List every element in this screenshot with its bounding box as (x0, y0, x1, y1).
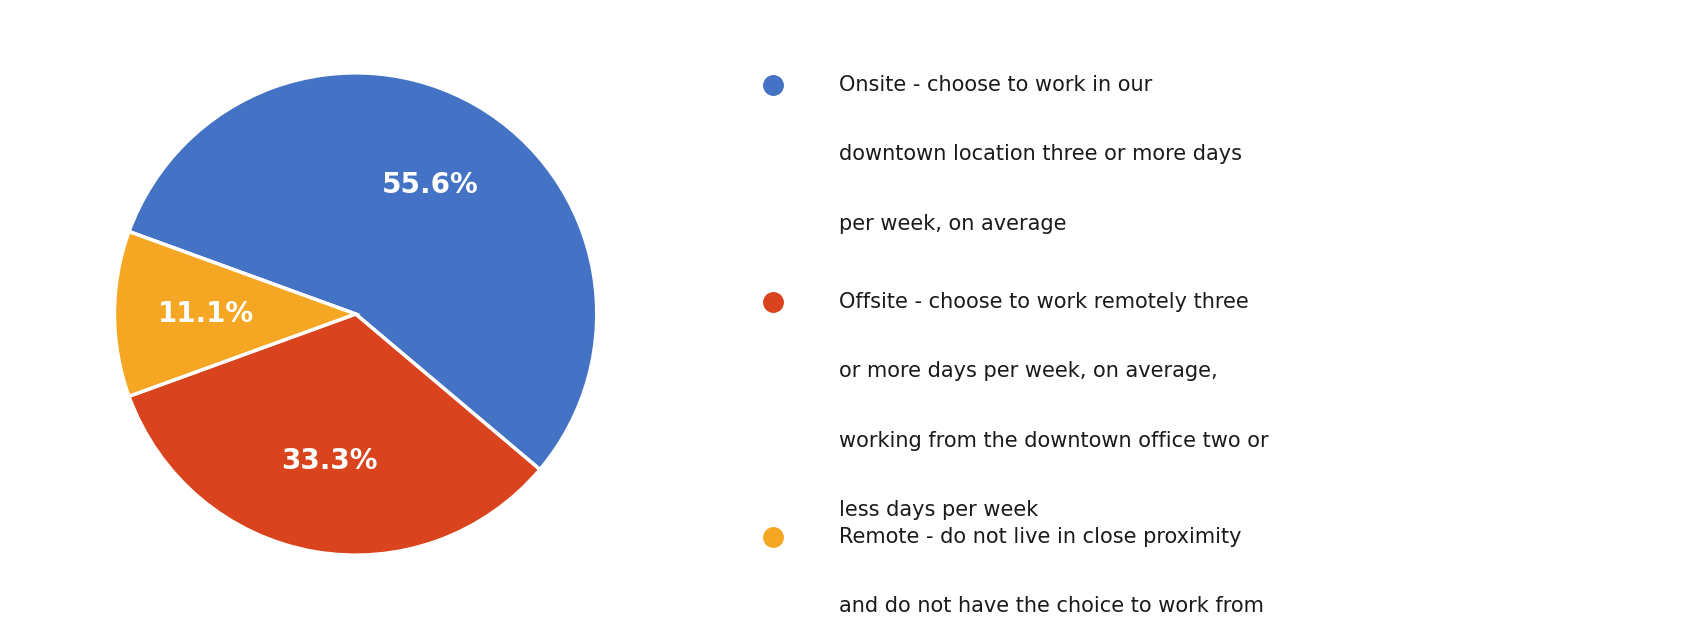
Text: Remote - do not live in close proximity: Remote - do not live in close proximity (840, 527, 1241, 547)
Text: Offsite - choose to work remotely three: Offsite - choose to work remotely three (840, 292, 1250, 312)
Text: working from the downtown office two or: working from the downtown office two or (840, 431, 1268, 451)
Wedge shape (129, 73, 597, 470)
Text: and do not have the choice to work from: and do not have the choice to work from (840, 597, 1265, 617)
Text: 55.6%: 55.6% (382, 171, 479, 198)
Text: per week, on average: per week, on average (840, 214, 1066, 234)
Text: 33.3%: 33.3% (280, 447, 377, 475)
Text: downtown location three or more days: downtown location three or more days (840, 144, 1243, 165)
Wedge shape (114, 232, 355, 396)
Text: Onsite - choose to work in our: Onsite - choose to work in our (840, 75, 1153, 95)
Text: less days per week: less days per week (840, 500, 1039, 520)
Text: or more days per week, on average,: or more days per week, on average, (840, 361, 1217, 381)
Text: 11.1%: 11.1% (158, 300, 255, 328)
Wedge shape (129, 314, 541, 555)
